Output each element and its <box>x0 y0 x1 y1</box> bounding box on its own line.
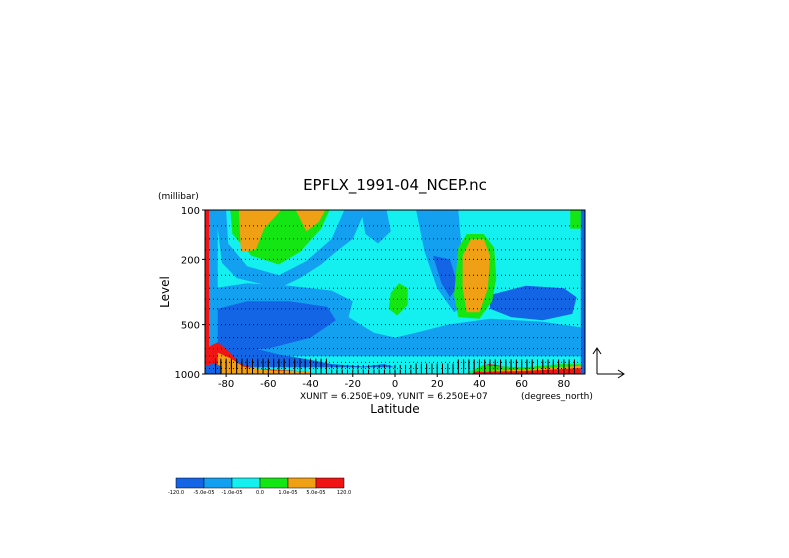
y-tick-label: 100 <box>181 206 200 217</box>
x-tick-label: 80 <box>558 379 571 390</box>
colorbar-label: -120.0 <box>168 490 184 496</box>
colorbar-label: 1.0e-05 <box>278 490 297 496</box>
colorbar: -120.0 -5.0e-05 -1.0e-05 0.0 1.0e-05 5.0e-05 1… <box>168 477 351 496</box>
colorbar-label: 120.0 <box>337 490 351 496</box>
colorbar-label: -1.0e-05 <box>222 490 243 496</box>
x-units-label: (degrees_north) <box>521 392 593 402</box>
region-dark-blue <box>217 301 336 351</box>
x-tick-label: -60 <box>260 379 276 390</box>
x-tick-label: 40 <box>473 379 486 390</box>
y-axis-label: Level <box>158 276 172 308</box>
colorbar-swatch <box>259 477 289 489</box>
region-orange <box>462 238 490 313</box>
colorbar-swatch <box>231 477 261 489</box>
x-ticks: -80 -60 -40 -20 0 20 40 60 80 <box>218 374 570 390</box>
region-dark-blue <box>217 346 395 368</box>
x-tick-label: 60 <box>515 379 528 390</box>
contour-fill <box>205 210 585 374</box>
y-ticks: 100 200 500 1000 <box>175 206 205 381</box>
plot-area <box>204 209 586 375</box>
colorbar-swatch <box>315 477 345 489</box>
region-red <box>205 210 210 374</box>
dotted-gridlines <box>205 210 585 369</box>
colorbar-label: 5.0e-05 <box>306 490 325 496</box>
region-orange <box>295 210 326 232</box>
region-dark-blue <box>580 210 585 374</box>
region-dark-blue <box>433 255 459 298</box>
vector-units-label: XUNIT = 6.250E+09, YUNIT = 6.250E+07 <box>300 392 488 402</box>
flux-vectors <box>215 358 575 374</box>
region-mid-blue <box>209 210 218 374</box>
colorbar-label: 0.0 <box>256 490 264 496</box>
colorbar-swatch <box>175 477 205 489</box>
y-tick-label: 1000 <box>175 370 200 381</box>
colorbar-swatch <box>287 477 317 489</box>
colorbar-swatch <box>203 477 233 489</box>
x-tick-label: 20 <box>431 379 444 390</box>
x-axis-label: Latitude <box>370 402 419 416</box>
region-green <box>570 210 581 229</box>
region-dark-blue <box>490 285 577 321</box>
x-tick-label: -20 <box>345 379 361 390</box>
region-orange <box>217 352 311 374</box>
y-units-label: (millibar) <box>158 192 199 202</box>
region-mid-blue <box>361 210 391 244</box>
x-tick-label: -40 <box>302 379 318 390</box>
x-tick-label: 0 <box>392 379 398 390</box>
chart-title: EPFLX_1991-04_NCEP.nc <box>303 176 487 195</box>
y-tick-label: 200 <box>181 255 200 266</box>
colorbar-label: -5.0e-05 <box>194 490 215 496</box>
reference-vector-icon <box>592 347 625 379</box>
region-green <box>388 283 408 316</box>
x-tick-label: -80 <box>218 379 234 390</box>
region-orange <box>238 210 281 252</box>
y-tick-label: 500 <box>181 321 200 332</box>
